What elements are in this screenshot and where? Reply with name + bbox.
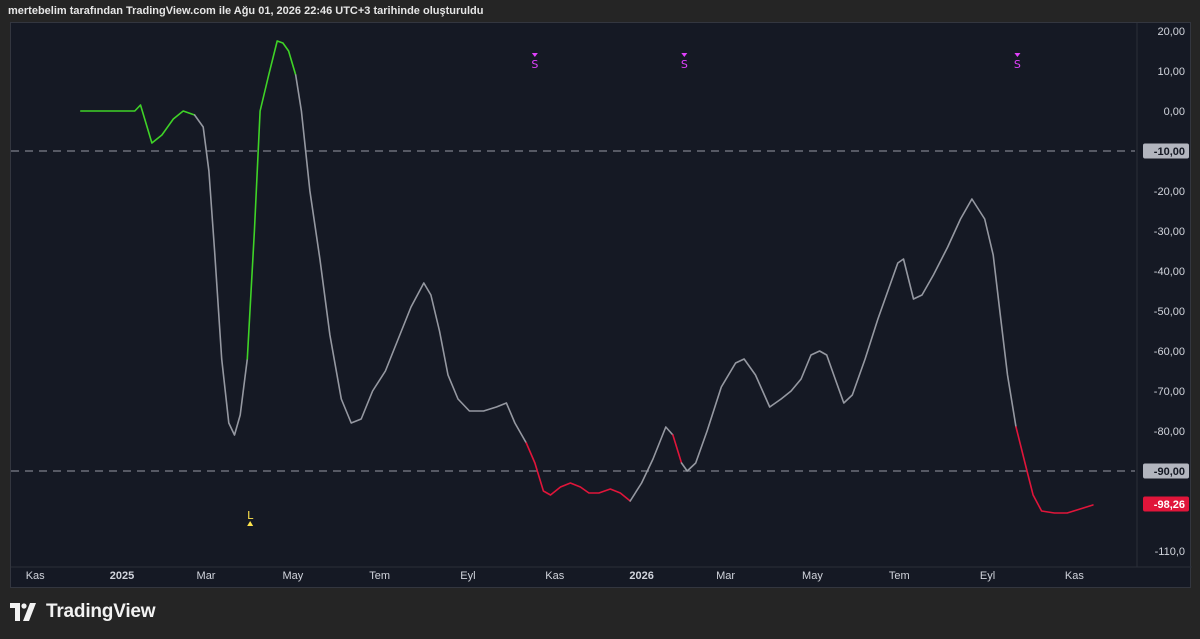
price-axis-labels: -10,00 -90,00 -98,26 [1143,143,1189,512]
x-tick-label: Mar [716,570,735,582]
x-tick-label: May [282,570,303,582]
buy-signal-arrow [247,521,254,526]
y-tick-label: 20,00 [1157,26,1185,38]
x-tick-label: Tem [889,570,910,582]
x-tick-label: May [802,570,823,582]
signal-markers: L S S S [247,53,1021,526]
series-segment-neutral [294,74,528,444]
series-segment-bear [525,442,631,502]
last-value-label: -98,26 [1154,499,1185,511]
last-value-badge [1143,496,1189,512]
tradingview-brand[interactable]: TradingView [10,601,156,623]
y-tick-label: -50,00 [1154,306,1185,318]
series-segment-bear [1015,426,1094,514]
buy-signal-label: L [247,509,254,522]
series-line [80,40,1094,514]
y-tick-label: -70,00 [1154,386,1185,398]
y-tick-label: -60,00 [1154,346,1185,358]
chart-caption: mertebelim tarafından TradingView.com il… [8,5,484,17]
y-tick-label: -30,00 [1154,226,1185,238]
y-tick-label: -40,00 [1154,266,1185,278]
y-tick-label: -110,0 [1155,546,1185,558]
y-tick-label: -80,00 [1154,426,1185,438]
tradingview-logo-icon [10,603,36,621]
series-segment-neutral [629,426,674,502]
x-tick-label: 2025 [110,570,134,582]
x-tick-label: Eyl [460,570,475,582]
sell-signal-label: S [681,58,688,71]
series-segment-bear [672,434,683,464]
level-value-badge [1143,463,1189,479]
sell-signal-arrow [681,53,688,57]
sell-signal-label: S [531,58,538,71]
x-tick-label: Kas [26,570,45,582]
sell-signal-arrow [1014,53,1021,57]
x-tick-label: Kas [545,570,564,582]
chart-area[interactable]: L S S S 20,00 10,00 0,00 -20,00 -30,00 -40,00 -50… [10,22,1192,589]
x-tick-label: Tem [369,570,390,582]
sell-signal-arrow [531,53,538,57]
series-segment-neutral [193,114,249,436]
level-value-badge [1143,143,1189,159]
level-value-label: -10,00 [1154,146,1185,158]
series-segment-bull [80,104,196,144]
brand-name: TradingView [46,601,156,622]
price-axis[interactable]: 20,00 10,00 0,00 -20,00 -30,00 -40,00 -50,00 -6… [1154,26,1185,558]
time-axis[interactable]: Kas 2025 Mar May Tem Eyl Kas 2026 Mar May Tem Eyl Ka… [26,570,1085,582]
y-tick-label: -20,00 [1154,186,1185,198]
series-segment-bull [246,40,297,360]
sell-signal-label: S [1014,58,1021,71]
x-tick-label: Eyl [980,570,995,582]
x-tick-label: 2026 [629,570,653,582]
level-lines [11,150,1135,472]
x-tick-label: Kas [1065,570,1084,582]
level-value-label: -90,00 [1154,466,1185,478]
y-tick-label: 10,00 [1157,66,1185,78]
y-tick-label: 0,00 [1164,106,1185,118]
oscillator-chart[interactable]: L S S S 20,00 10,00 0,00 -20,00 -30,00 -40,00 -50… [11,23,1192,589]
x-tick-label: Mar [197,570,216,582]
series-segment-neutral [680,198,1017,472]
